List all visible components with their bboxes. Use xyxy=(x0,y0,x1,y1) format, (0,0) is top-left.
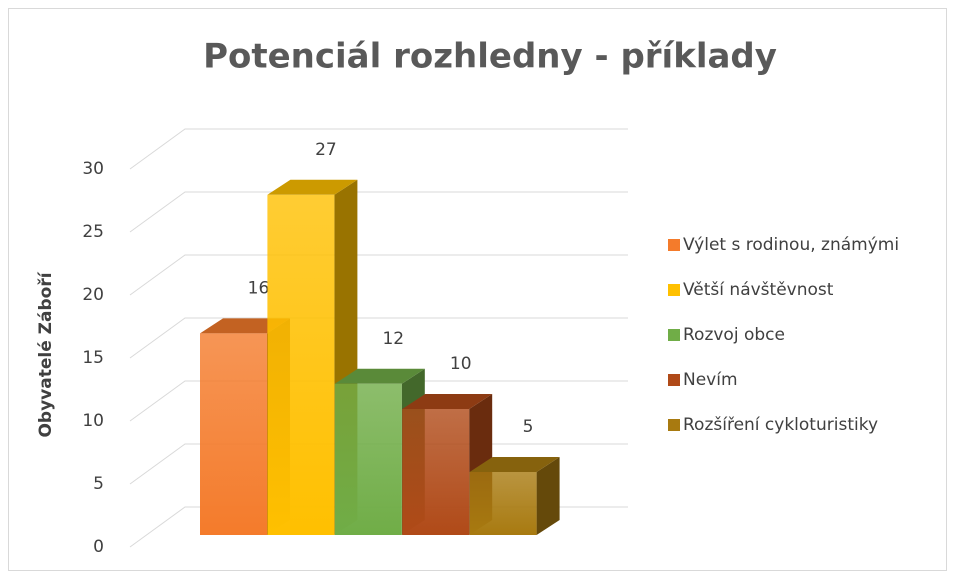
legend-label: Výlet s rodinou, známými xyxy=(683,235,899,255)
y-tick-label: 15 xyxy=(82,348,104,368)
y-tick-label: 10 xyxy=(82,411,104,431)
y-tick-label: 0 xyxy=(93,537,104,557)
bar-top xyxy=(469,457,560,472)
grid-line xyxy=(129,128,628,170)
bar xyxy=(334,383,402,535)
legend-label: Větší návštěvnost xyxy=(683,280,834,300)
y-tick-label: 30 xyxy=(82,159,104,179)
bar xyxy=(200,333,267,535)
data-label: 27 xyxy=(315,140,337,160)
data-label: 10 xyxy=(450,354,472,374)
bar-side xyxy=(536,457,560,535)
grid-line xyxy=(129,254,628,296)
bar-top xyxy=(334,368,425,384)
data-label: 16 xyxy=(248,278,270,298)
y-tick-label: 5 xyxy=(93,474,104,494)
y-tick-label: 25 xyxy=(82,222,104,242)
grid-line xyxy=(129,317,628,359)
legend-label: Rozšíření cykloturistiky xyxy=(683,415,878,435)
chart-title: Potenciál rozhledny - příklady xyxy=(203,37,777,77)
legend-swatch xyxy=(668,239,680,251)
bar xyxy=(267,194,335,536)
bar xyxy=(402,409,470,535)
grid-line xyxy=(129,191,628,233)
legend-swatch xyxy=(668,329,680,341)
legend-swatch xyxy=(668,374,680,386)
legend-label: Nevím xyxy=(683,370,738,390)
data-label: 12 xyxy=(382,329,404,349)
legend-swatch xyxy=(668,284,680,296)
legend-label: Rozvoj obce xyxy=(683,325,785,345)
bar xyxy=(469,472,537,535)
data-label: 5 xyxy=(523,417,534,437)
y-axis-title: Obyvatelé Záboří xyxy=(36,271,56,437)
bar-top xyxy=(402,394,493,409)
grid-line xyxy=(129,380,628,422)
y-tick-label: 20 xyxy=(82,285,104,305)
legend-swatch xyxy=(668,419,680,431)
bar-top xyxy=(267,179,358,195)
